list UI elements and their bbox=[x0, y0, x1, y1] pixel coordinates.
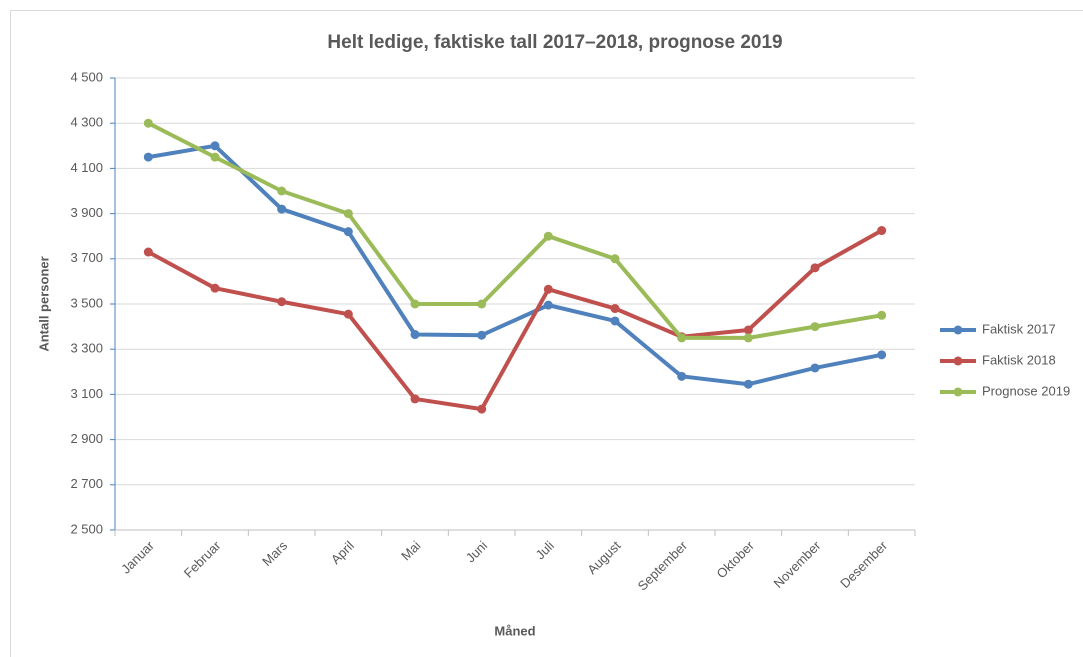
data-point bbox=[343, 209, 353, 219]
data-point bbox=[143, 152, 153, 162]
data-point bbox=[610, 304, 620, 314]
legend-marker bbox=[953, 325, 963, 335]
y-tick-label: 3 100 bbox=[70, 386, 103, 401]
y-tick-label: 3 300 bbox=[70, 341, 103, 356]
data-point bbox=[877, 310, 887, 320]
data-point bbox=[610, 254, 620, 264]
data-point bbox=[277, 204, 287, 214]
data-point bbox=[410, 299, 420, 309]
data-point bbox=[810, 363, 820, 373]
data-point bbox=[810, 322, 820, 332]
data-point bbox=[743, 333, 753, 343]
x-axis-label: Måned bbox=[494, 623, 535, 638]
data-point bbox=[743, 325, 753, 335]
data-point bbox=[343, 309, 353, 319]
data-point bbox=[477, 404, 487, 414]
data-point bbox=[343, 227, 353, 237]
y-tick-label: 2 700 bbox=[70, 476, 103, 491]
data-point bbox=[543, 284, 553, 294]
y-tick-label: 3 700 bbox=[70, 250, 103, 265]
data-point bbox=[410, 394, 420, 404]
y-tick-label: 4 500 bbox=[70, 69, 103, 84]
legend-label: Prognose 2019 bbox=[982, 383, 1070, 398]
legend-marker bbox=[953, 356, 963, 366]
series-line bbox=[147, 121, 883, 340]
y-tick-label: 3 500 bbox=[70, 295, 103, 310]
series-line bbox=[147, 143, 883, 387]
data-point bbox=[210, 152, 220, 162]
data-point bbox=[877, 226, 887, 236]
data-point bbox=[677, 371, 687, 381]
data-point bbox=[410, 330, 420, 340]
legend-marker bbox=[953, 387, 963, 397]
data-point bbox=[677, 333, 687, 343]
data-point bbox=[877, 350, 887, 360]
data-point bbox=[477, 299, 487, 309]
data-point bbox=[277, 186, 287, 196]
data-point bbox=[210, 283, 220, 293]
series-line bbox=[147, 228, 883, 412]
legend-label: Faktisk 2017 bbox=[982, 321, 1056, 336]
data-point bbox=[477, 330, 487, 340]
y-tick-label: 3 900 bbox=[70, 205, 103, 220]
y-tick-label: 2 900 bbox=[70, 431, 103, 446]
chart-frame bbox=[10, 10, 1083, 657]
data-point bbox=[543, 300, 553, 310]
data-point bbox=[543, 231, 553, 241]
data-point bbox=[810, 263, 820, 273]
chart-title: Helt ledige, faktiske tall 2017–2018, pr… bbox=[327, 32, 782, 53]
data-point bbox=[610, 316, 620, 326]
y-axis-label: Antall personer bbox=[36, 256, 51, 351]
y-tick-label: 4 100 bbox=[70, 160, 103, 175]
y-tick-label: 2 500 bbox=[70, 521, 103, 536]
data-point bbox=[143, 118, 153, 128]
data-point bbox=[277, 297, 287, 307]
legend-label: Faktisk 2018 bbox=[982, 352, 1056, 367]
data-point bbox=[210, 141, 220, 151]
y-tick-label: 4 300 bbox=[70, 115, 103, 130]
data-point bbox=[743, 379, 753, 389]
data-point bbox=[143, 247, 153, 257]
